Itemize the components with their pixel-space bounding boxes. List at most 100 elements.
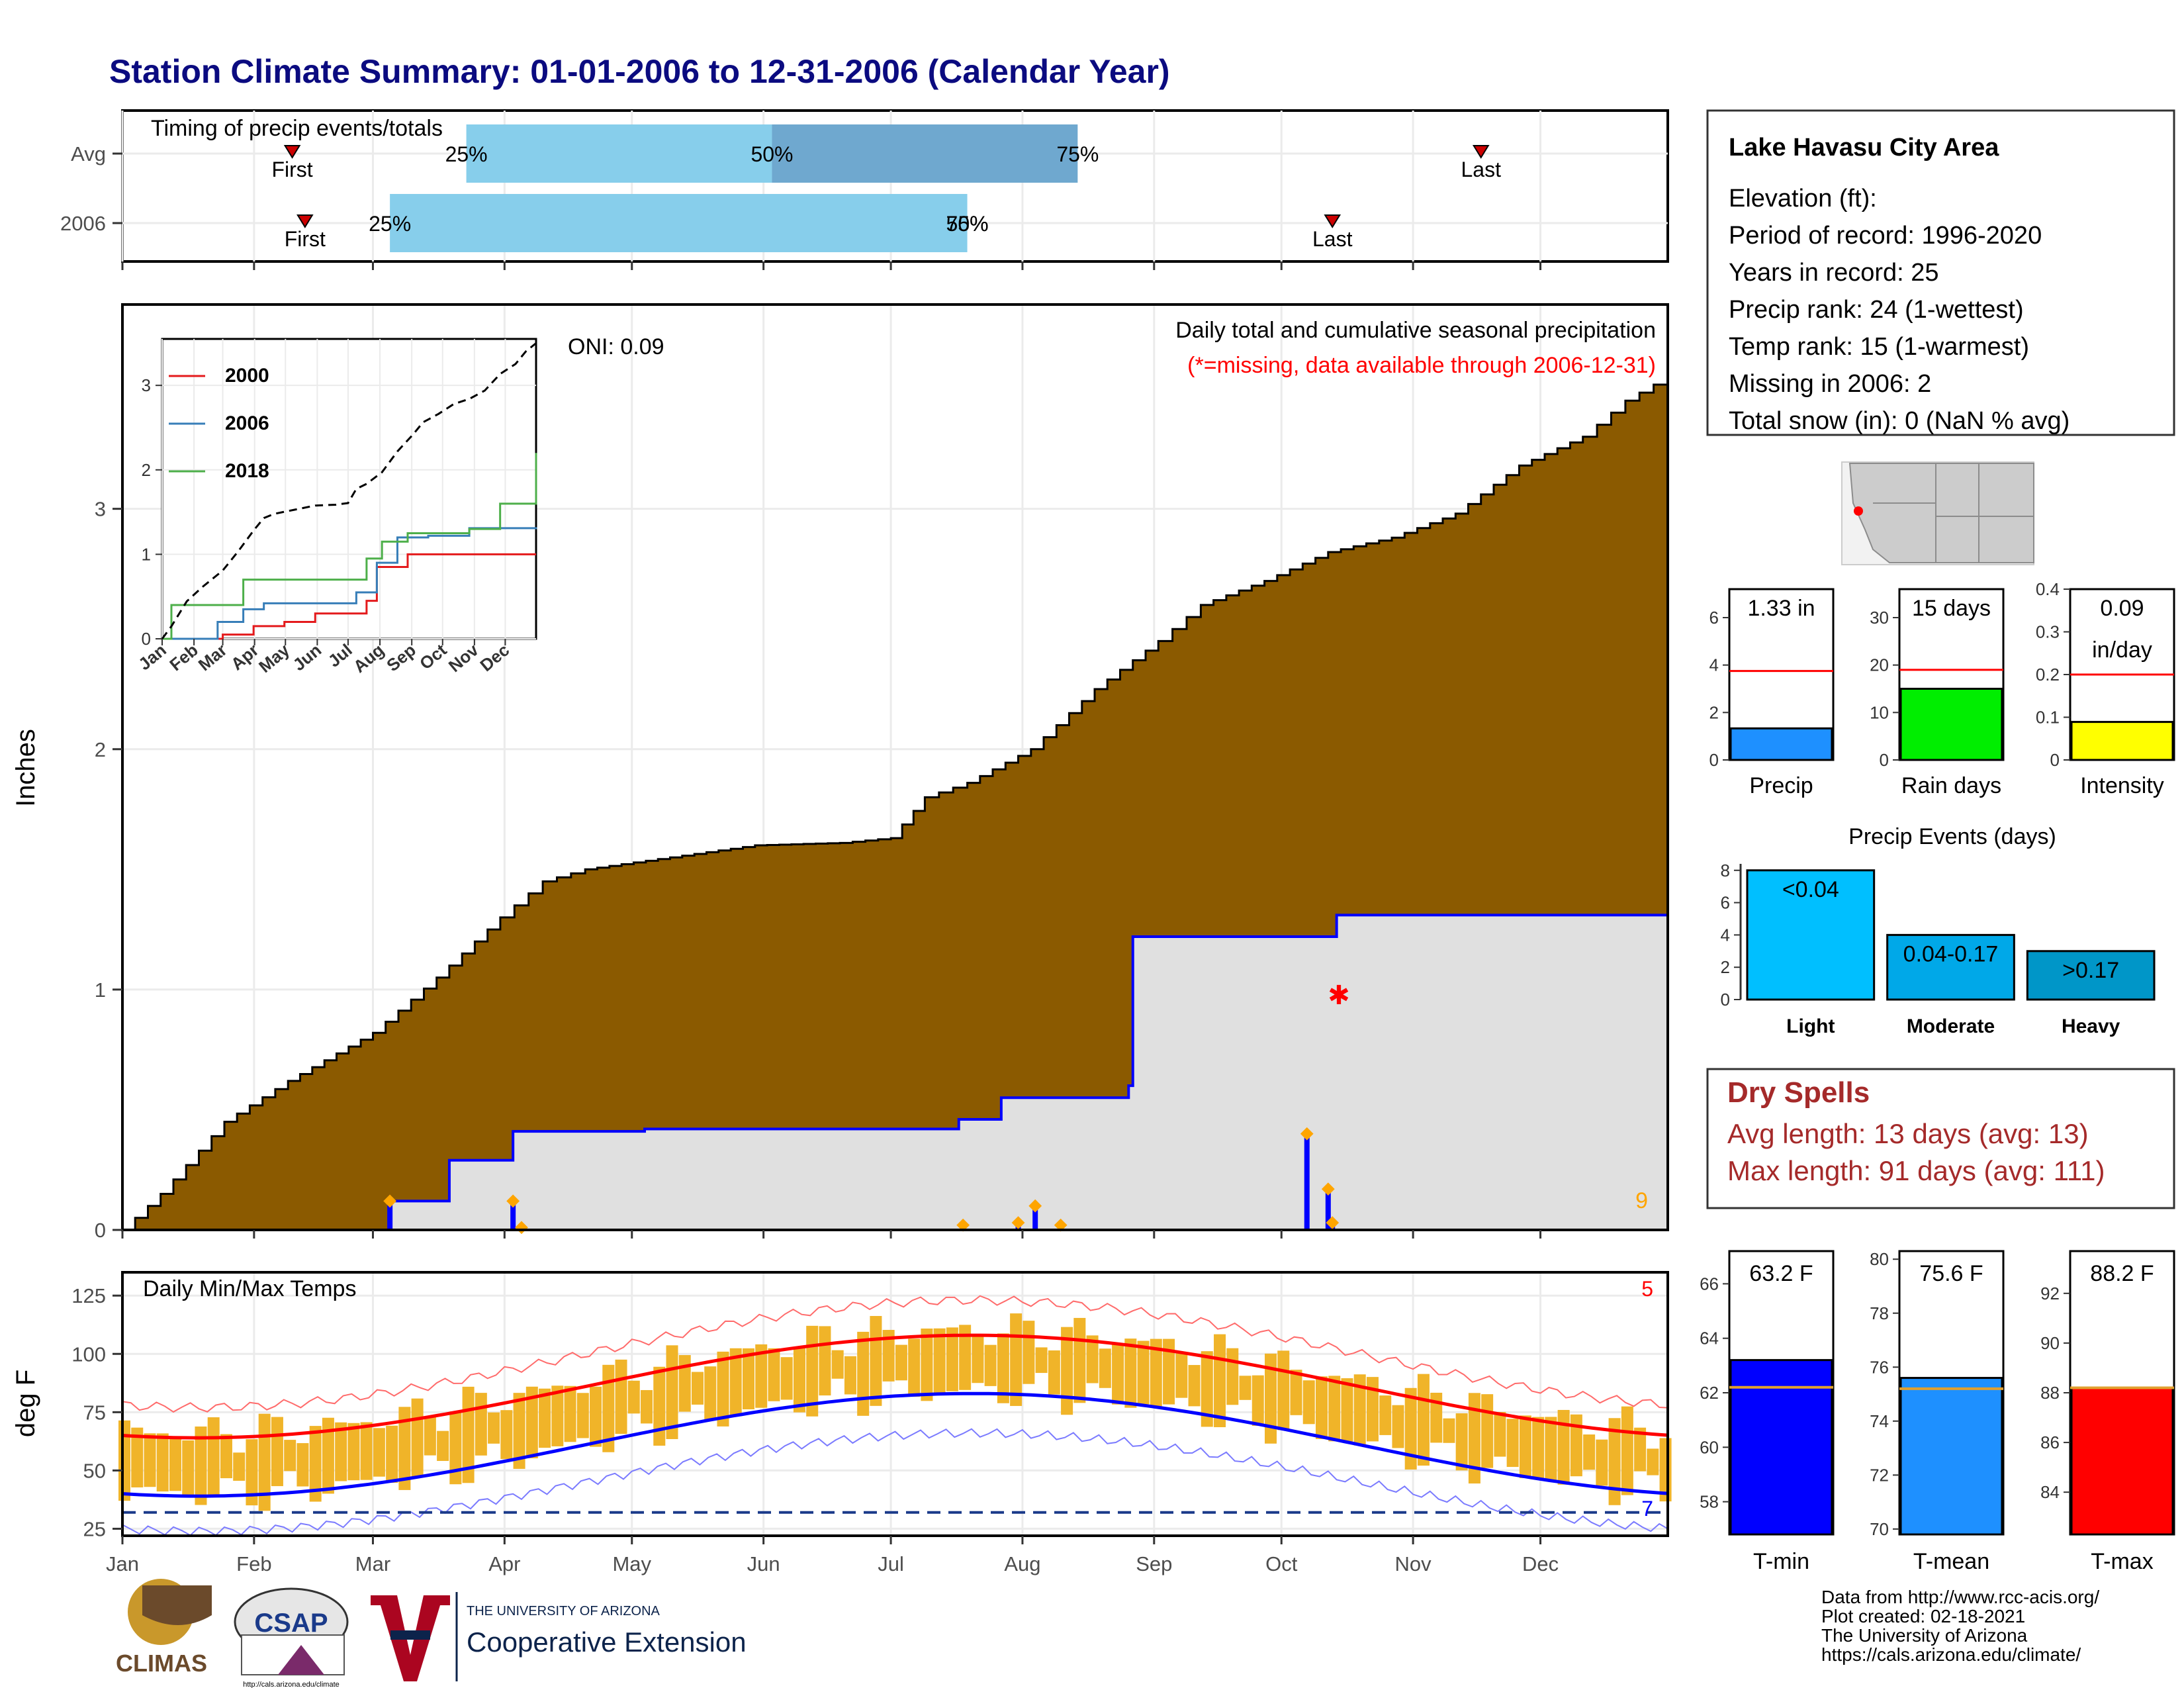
map-land: [1848, 463, 2034, 563]
station-detail-line-4: Temp rank: 15 (1-warmest): [1729, 333, 2029, 361]
temp-daily-bar: [1443, 1418, 1455, 1443]
temp-daily-bar: [1557, 1409, 1570, 1485]
temp-daily-bar: [246, 1439, 258, 1506]
temp-xtick-label-10: Nov: [1395, 1552, 1432, 1575]
temp-stat-ytick-label-0-0: 58: [1700, 1492, 1719, 1512]
inset-series-line-1: [162, 527, 537, 640]
stat-label-0: Precip: [1749, 773, 1813, 798]
temp-daily-bar: [1570, 1414, 1582, 1477]
temp-daily-bar: [118, 1420, 130, 1501]
temp-daily-bar: [819, 1326, 831, 1396]
events-ytick-label-1: 2: [1721, 957, 1730, 977]
temp-daily-bar: [1608, 1418, 1621, 1505]
temp-stat-ytick-label-1-5: 80: [1870, 1249, 1889, 1269]
temp-daily-bar: [360, 1422, 373, 1480]
dry-spells: Dry Spells Avg length: 13 days (avg: 13)…: [1706, 1068, 2175, 1209]
daily-precip-bar-5: [1032, 1205, 1038, 1230]
daily-precip-bar-8: [1325, 1189, 1331, 1230]
temp-daily-bar: [717, 1351, 729, 1427]
temp-count-low: 7: [1641, 1497, 1653, 1521]
temp-normal-max-line: [122, 1333, 1668, 1440]
station-detail-line-1: Period of record: 1996-2020: [1729, 222, 2042, 250]
csap-mountain-icon: [278, 1645, 324, 1675]
credit-line-3: https://cals.arizona.edu/climate/: [1821, 1644, 2081, 1665]
temp-daily-bar: [768, 1348, 780, 1401]
precip-panel: ✱ 0 1 2 3 Daily total and cumulative season…: [11, 303, 1669, 1242]
temp-daily-bar: [1163, 1338, 1175, 1405]
temp-daily-bar: [742, 1348, 754, 1410]
temp-record-low-line: [122, 1428, 1668, 1536]
temp-daily-bar: [1468, 1393, 1480, 1484]
inset-normal-line: [161, 342, 537, 639]
temp-daily-bar: [615, 1359, 627, 1434]
temp-daily-bar: [933, 1328, 946, 1393]
station-location-icon: [1854, 506, 1863, 516]
temp-daily-bar: [1596, 1439, 1608, 1486]
temp-daily-bar: [704, 1366, 717, 1421]
timing-last-marker-0: [1472, 145, 1490, 159]
temp-daily-bar: [1201, 1351, 1213, 1427]
events-label-2: Heavy: [2062, 1015, 2120, 1037]
timing-first-marker-1: [296, 214, 314, 228]
stat-value-label-0: 1.33 in: [1747, 596, 1815, 621]
temp-daily-bar: [908, 1338, 921, 1397]
dry-spells-avg: Avg length: 13 days (avg: 13): [1727, 1118, 2089, 1149]
inset-series: [161, 342, 537, 640]
events-bar-1: [1886, 933, 2015, 1001]
timing-bar-25-50-1: [390, 194, 968, 252]
timing-first-label-0: First: [271, 158, 312, 181]
temp-xtick-label-8: Sep: [1136, 1552, 1172, 1575]
temp-stat-ytick-label-0-2: 62: [1700, 1383, 1719, 1403]
missing-star-icon: ✱: [1328, 981, 1350, 1010]
stat-ytick-label-1-0: 0: [1880, 750, 1889, 770]
temp-daily-bar: [576, 1393, 589, 1438]
precip-annotation-title: Daily total and cumulative seasonal prec…: [1175, 318, 1656, 343]
temp-stat-ytick-label-1-4: 78: [1870, 1303, 1889, 1323]
temp-daily-bar: [882, 1330, 895, 1382]
daily-precip-point-6: [1054, 1218, 1068, 1232]
precip-ytick-label-1: 1: [95, 978, 106, 1002]
inset-gridlines: [161, 339, 536, 639]
temp-xtick-label-1: Feb: [236, 1552, 271, 1575]
temp-daily-bar: [1061, 1327, 1073, 1415]
temp-daily-bar: [1112, 1343, 1124, 1405]
temp-daily-bar: [1214, 1334, 1226, 1428]
temp-daily-bar: [602, 1364, 615, 1452]
temp-daily-bar: [1519, 1415, 1531, 1478]
temp-stat-label-2: T-max: [2091, 1549, 2153, 1574]
daily-precip-point-3: [956, 1218, 970, 1232]
timing-first-label-1: First: [285, 227, 326, 251]
credit-line-1: Plot created: 02-18-2021: [1821, 1606, 2025, 1626]
events-range-label-2: >0.17: [2062, 958, 2119, 983]
temp-daily-bar: [475, 1393, 487, 1456]
daily-precip-bar-1: [510, 1201, 516, 1230]
credit-line-0: Data from http://www.rcc-acis.org/: [1821, 1587, 2099, 1607]
credits: Data from http://www.rcc-acis.org/Plot c…: [1821, 1587, 2099, 1665]
temp-daily-bar: [946, 1327, 958, 1391]
temp-stat-ytick-label-1-2: 74: [1870, 1411, 1889, 1431]
climas-wordmark: CLIMAS: [116, 1650, 207, 1677]
temp-daily-bar: [1328, 1376, 1341, 1442]
temp-count-high: 5: [1641, 1277, 1653, 1301]
missing-marker: ✱: [1328, 981, 1350, 1010]
temp-daily-bar: [1392, 1405, 1404, 1448]
temp-daily-bar: [258, 1413, 271, 1511]
temp-daily-bar: [296, 1443, 309, 1487]
timing-title: Timing of precip events/totals: [151, 116, 443, 141]
temp-daily-bar: [1023, 1321, 1035, 1384]
daily-precip-point-8: [1321, 1182, 1335, 1196]
temp-daily-bar: [1545, 1417, 1557, 1482]
timing-first-marker-0: [283, 145, 301, 159]
temp-daily-bar: [539, 1388, 551, 1448]
temp-daily-bar: [997, 1333, 1009, 1403]
station-details: Elevation (ft): Period of record: 1996-20…: [1729, 185, 2070, 435]
stat-ytick-label-2-3: 0.3: [2036, 622, 2060, 642]
station-info-box: [1706, 109, 2175, 436]
events-ytick-label-0: 0: [1721, 990, 1730, 1009]
dry-spells-max: Max length: 91 days (avg: 111): [1727, 1155, 2105, 1186]
temp-xtick-label-3: Apr: [488, 1552, 520, 1575]
csap-wordmark: CSAP: [254, 1609, 328, 1638]
timing-bar-50-75-0: [772, 124, 1078, 183]
